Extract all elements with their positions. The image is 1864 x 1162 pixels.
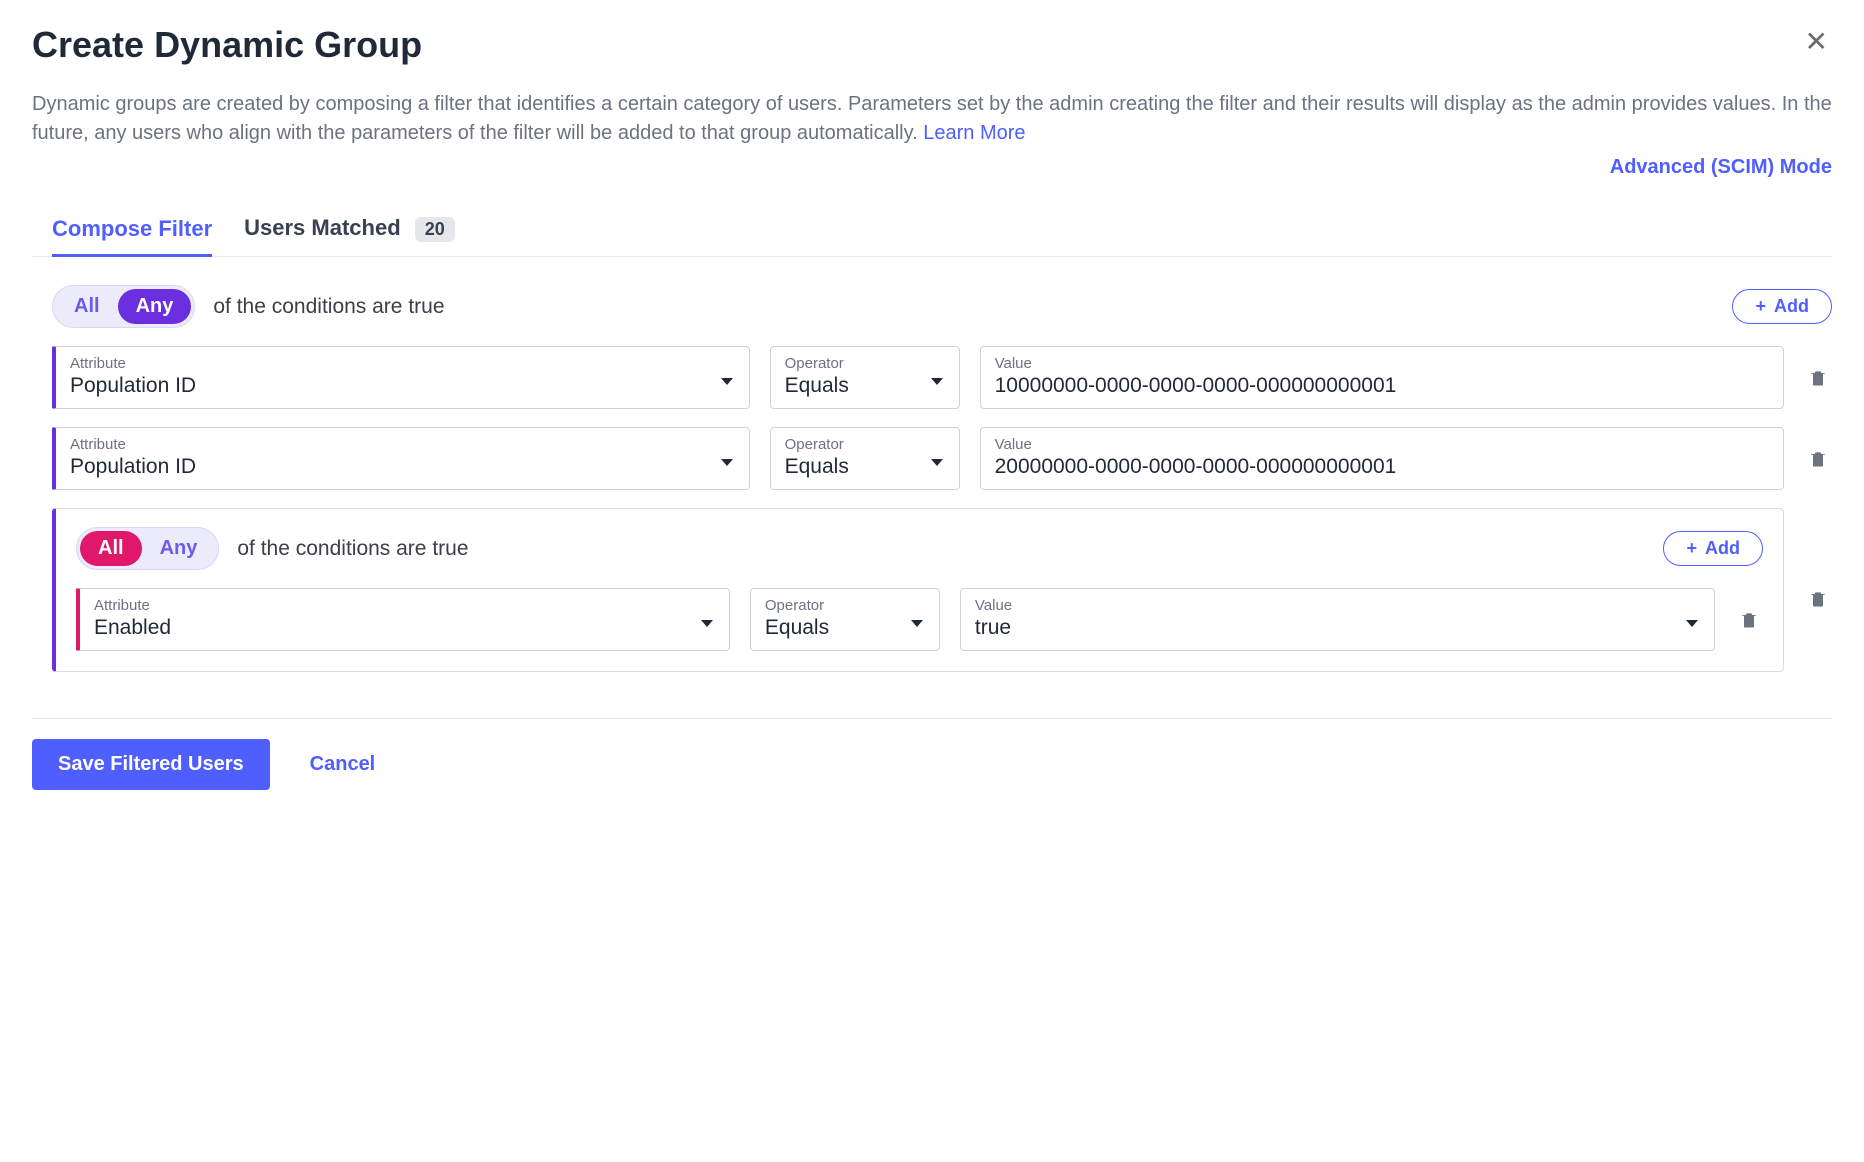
attribute-select[interactable]: Attribute Population ID [52, 427, 750, 490]
operator-select[interactable]: Operator Equals [770, 346, 960, 409]
value-text: 20000000-0000-0000-0000-000000000001 [995, 455, 1769, 479]
field-label: Operator [785, 436, 945, 453]
operator-value: Equals [785, 374, 945, 398]
value-text: 10000000-0000-0000-0000-000000000001 [995, 374, 1769, 398]
field-label: Attribute [70, 355, 735, 372]
page-title: Create Dynamic Group [32, 24, 422, 66]
value-select[interactable]: Value true [960, 588, 1715, 651]
value-input[interactable]: Value 20000000-0000-0000-0000-0000000000… [980, 427, 1784, 490]
conditions-text: of the conditions are true [237, 537, 468, 561]
value-text: true [975, 616, 1700, 640]
field-label: Operator [765, 597, 925, 614]
field-label: Attribute [70, 436, 735, 453]
trash-icon [1808, 588, 1828, 610]
close-icon[interactable]: ✕ [1801, 24, 1832, 60]
plus-icon: + [1686, 538, 1697, 559]
users-matched-count: 20 [415, 217, 455, 242]
conditions-text: of the conditions are true [213, 295, 444, 319]
footer: Save Filtered Users Cancel [32, 718, 1832, 790]
field-label: Value [995, 436, 1769, 453]
value-input[interactable]: Value 10000000-0000-0000-0000-0000000000… [980, 346, 1784, 409]
trash-icon [1808, 448, 1828, 470]
condition-row: Attribute Enabled Operator Equals Value … [76, 588, 1763, 651]
nested-all-any-toggle[interactable]: All Any [76, 527, 219, 570]
trash-icon [1739, 609, 1759, 631]
delete-condition-button[interactable] [1804, 427, 1832, 490]
field-label: Attribute [94, 597, 715, 614]
condition-row: Attribute Population ID Operator Equals … [52, 427, 1832, 490]
tabs: Compose Filter Users Matched 20 [32, 203, 1832, 257]
add-label: Add [1774, 296, 1809, 317]
nested-add-button[interactable]: + Add [1663, 531, 1763, 566]
attribute-value: Population ID [70, 455, 735, 479]
trash-icon [1808, 367, 1828, 389]
field-label: Value [995, 355, 1769, 372]
add-label: Add [1705, 538, 1740, 559]
advanced-mode-link[interactable]: Advanced (SCIM) Mode [32, 156, 1832, 179]
attribute-value: Enabled [94, 616, 715, 640]
operator-select[interactable]: Operator Equals [770, 427, 960, 490]
cancel-button[interactable]: Cancel [310, 753, 376, 776]
save-button[interactable]: Save Filtered Users [32, 739, 270, 790]
root-add-button[interactable]: + Add [1732, 289, 1832, 324]
tab-users-matched[interactable]: Users Matched 20 [244, 203, 455, 256]
nested-toggle-all[interactable]: All [80, 531, 142, 566]
nested-toggle-any[interactable]: Any [142, 531, 216, 566]
nested-group: All Any of the conditions are true + Add… [52, 508, 1784, 672]
operator-value: Equals [765, 616, 925, 640]
root-toggle-all[interactable]: All [56, 289, 118, 324]
delete-group-button[interactable] [1804, 508, 1832, 690]
tab-compose-filter[interactable]: Compose Filter [52, 204, 212, 256]
description-text: Dynamic groups are created by composing … [32, 90, 1832, 148]
plus-icon: + [1755, 296, 1766, 317]
operator-value: Equals [785, 455, 945, 479]
learn-more-link[interactable]: Learn More [923, 122, 1025, 144]
attribute-value: Population ID [70, 374, 735, 398]
root-all-any-toggle[interactable]: All Any [52, 285, 195, 328]
field-label: Value [975, 597, 1700, 614]
delete-condition-button[interactable] [1735, 588, 1763, 651]
attribute-select[interactable]: Attribute Population ID [52, 346, 750, 409]
condition-row: Attribute Population ID Operator Equals … [52, 346, 1832, 409]
tab-users-matched-label: Users Matched [244, 215, 401, 240]
delete-condition-button[interactable] [1804, 346, 1832, 409]
attribute-select[interactable]: Attribute Enabled [76, 588, 730, 651]
operator-select[interactable]: Operator Equals [750, 588, 940, 651]
nested-group-header: All Any of the conditions are true + Add [76, 527, 1763, 570]
root-group-header: All Any of the conditions are true + Add [52, 285, 1832, 328]
root-toggle-any[interactable]: Any [118, 289, 192, 324]
field-label: Operator [785, 355, 945, 372]
